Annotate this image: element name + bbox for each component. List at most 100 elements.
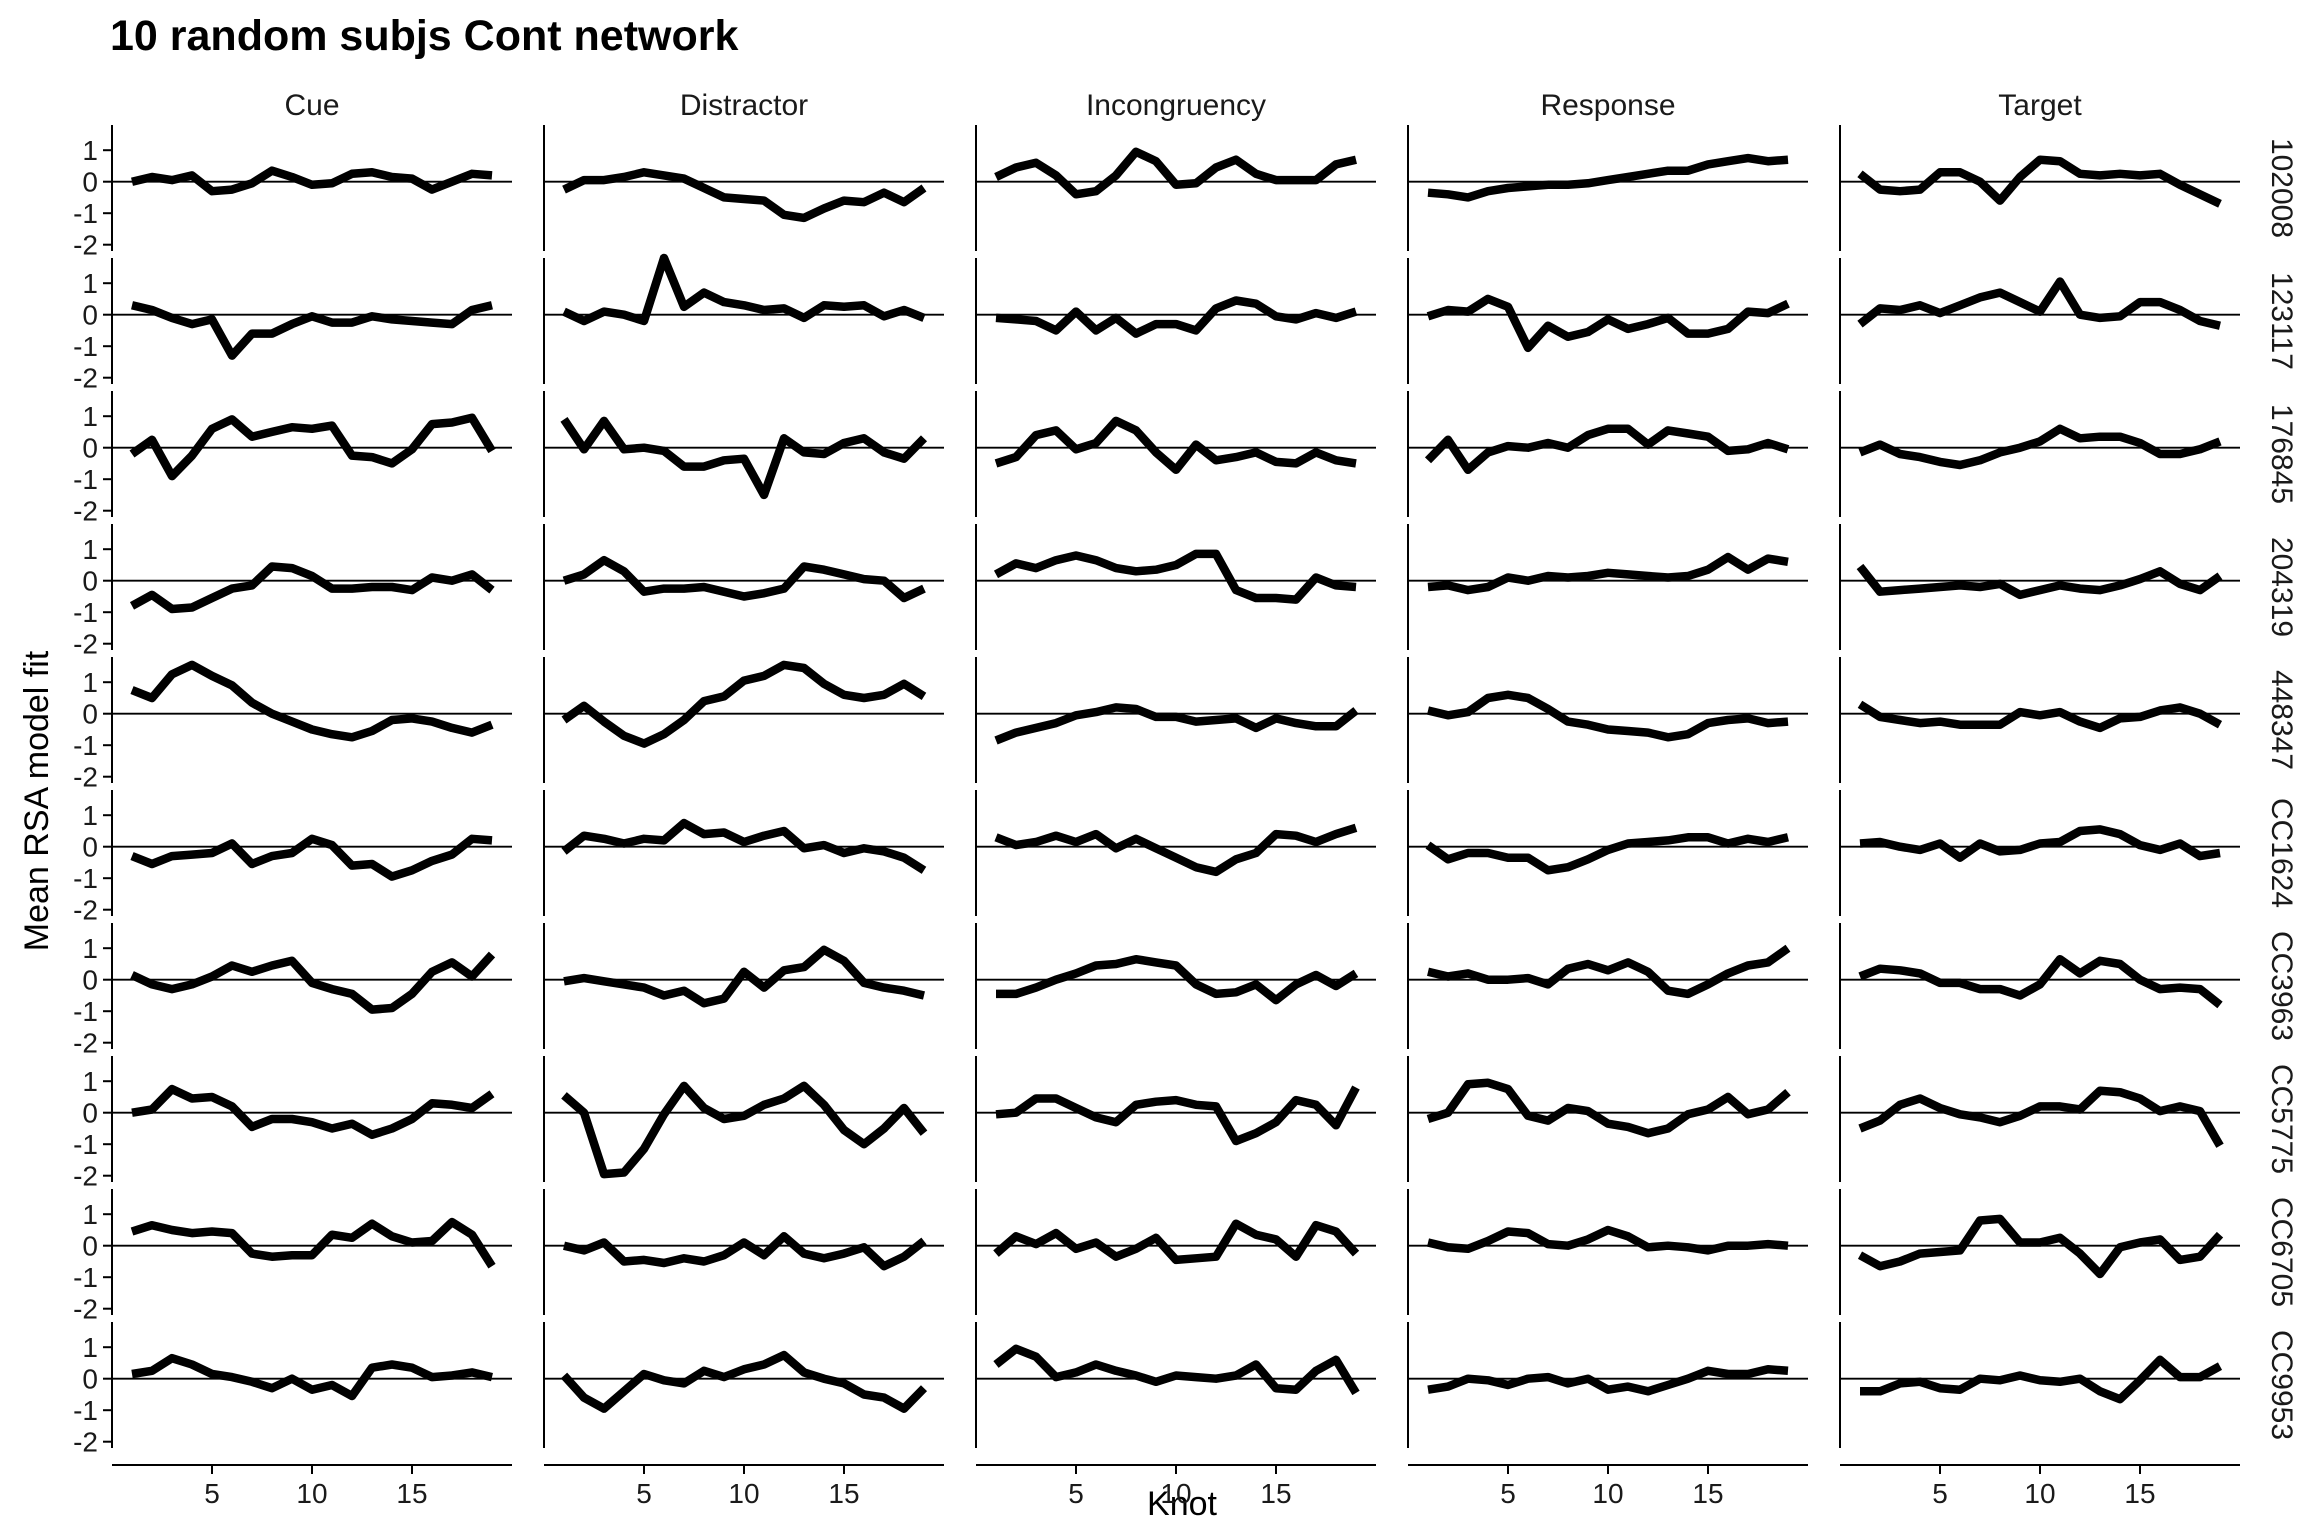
y-tick-label: -2	[73, 1161, 98, 1192]
series-line-176845-incongruency	[994, 416, 1357, 475]
x-tick-label: 5	[204, 1478, 220, 1509]
y-tick-label: 1	[82, 534, 98, 565]
series-line-cc3963-distractor	[563, 945, 925, 1008]
series-line-cc9953-distractor	[560, 1350, 928, 1413]
series-line-102008-cue	[131, 166, 493, 196]
y-tick-label: -2	[73, 895, 98, 926]
y-tick-label: 0	[82, 699, 98, 730]
series-line-cc3963-cue	[130, 951, 496, 1014]
y-tick-label: -1	[73, 331, 98, 362]
strip-label-response: Response	[1540, 89, 1675, 122]
strip-label-cc1624: CC1624	[2265, 798, 2298, 908]
series-line-102008-distractor	[562, 168, 927, 223]
series-line-cc1624-distractor	[561, 818, 927, 874]
series-line-cc5775-incongruency	[995, 1085, 1360, 1146]
y-tick-label: 1	[82, 1199, 98, 1230]
y-tick-label: -1	[73, 464, 98, 495]
chart-title: 10 random subjs Cont network	[110, 12, 738, 60]
strip-label-incongruency: Incongruency	[1086, 89, 1266, 122]
series-line-cc1624-incongruency	[994, 823, 1358, 877]
y-tick-label: 0	[82, 300, 98, 331]
y-tick-label: 1	[82, 268, 98, 299]
strip-label-cc5775: CC5775	[2265, 1064, 2298, 1174]
series-line-cc6705-response	[1427, 1225, 1789, 1255]
series-line-cc3963-target	[1858, 954, 2223, 1009]
series-line-cc5775-response	[1426, 1078, 1791, 1138]
x-tick-label: 15	[2124, 1478, 2155, 1509]
series-line-204319-cue	[129, 562, 495, 614]
series-line-123117-incongruency	[995, 296, 1358, 338]
series-line-cc3963-incongruency	[996, 954, 1359, 1005]
series-line-176845-response	[1424, 424, 1790, 475]
strip-label-176845: 176845	[2265, 404, 2298, 504]
series-line-cc9953-response	[1427, 1365, 1789, 1396]
series-line-cc6705-target	[1857, 1214, 2224, 1279]
series-line-123117-distractor	[562, 253, 926, 326]
y-tick-label: -2	[73, 1028, 98, 1059]
series-line-204319-distractor	[562, 555, 926, 603]
strip-label-cc3963: CC3963	[2265, 931, 2298, 1041]
x-tick-label: 10	[2024, 1478, 2055, 1509]
series-line-cc5775-target	[1858, 1086, 2224, 1148]
x-tick-label: 5	[1500, 1478, 1516, 1509]
y-tick-label: -1	[73, 1129, 98, 1160]
x-tick-label: 15	[396, 1478, 427, 1509]
y-axis-label: Mean RSA model fit	[18, 650, 56, 951]
y-tick-label: 1	[82, 1066, 98, 1097]
series-line-cc6705-distractor	[563, 1232, 927, 1271]
y-tick-label: 1	[82, 800, 98, 831]
series-line-cc5775-distractor	[561, 1081, 928, 1179]
y-tick-label: 1	[82, 1332, 98, 1363]
y-tick-label: -1	[73, 730, 98, 761]
y-tick-label: -2	[73, 230, 98, 261]
y-tick-label: 0	[82, 832, 98, 863]
series-line-448347-response	[1427, 690, 1789, 742]
series-line-176845-target	[1858, 424, 2222, 470]
y-tick-label: 1	[82, 401, 98, 432]
series-line-cc1624-cue	[130, 834, 493, 881]
series-line-cc3963-response	[1427, 944, 1791, 999]
y-tick-label: -2	[73, 496, 98, 527]
y-tick-label: -1	[73, 1262, 98, 1293]
y-tick-label: 0	[82, 1098, 98, 1129]
x-tick-label: 10	[1592, 1478, 1623, 1509]
y-tick-label: -1	[73, 996, 98, 1027]
x-tick-label: 15	[1692, 1478, 1723, 1509]
y-tick-label: -1	[73, 863, 98, 894]
series-line-cc1624-response	[1425, 833, 1789, 875]
x-tick-label: 5	[1068, 1478, 1084, 1509]
y-tick-label: 1	[82, 933, 98, 964]
y-tick-label: 0	[82, 433, 98, 464]
x-tick-label: 15	[828, 1478, 859, 1509]
y-tick-label: -2	[73, 1427, 98, 1458]
series-line-102008-response	[1427, 153, 1789, 202]
series-line-123117-cue	[131, 301, 493, 360]
series-line-448347-cue	[130, 660, 494, 742]
series-line-102008-target	[1857, 155, 2222, 208]
y-tick-label: -1	[73, 597, 98, 628]
x-axis-label: Knot	[1147, 1485, 1217, 1523]
x-tick-label: 10	[728, 1478, 759, 1509]
series-line-448347-incongruency	[994, 703, 1359, 745]
series-line-448347-target	[1857, 700, 2223, 733]
strip-label-448347: 448347	[2265, 670, 2298, 770]
series-line-176845-distractor	[560, 416, 928, 500]
x-tick-label: 5	[636, 1478, 652, 1509]
strip-label-distractor: Distractor	[680, 89, 808, 122]
y-tick-label: 1	[82, 667, 98, 698]
series-line-102008-incongruency	[994, 147, 1357, 199]
x-tick-label: 5	[1932, 1478, 1948, 1509]
strip-label-204319: 204319	[2265, 537, 2298, 637]
x-tick-label: 10	[1160, 1478, 1191, 1509]
strip-label-102008: 102008	[2265, 138, 2298, 238]
x-tick-label: 15	[1260, 1478, 1291, 1509]
series-line-123117-target	[1857, 277, 2221, 330]
y-tick-label: 0	[82, 1231, 98, 1262]
strip-label-123117: 123117	[2265, 272, 2298, 370]
series-line-448347-distractor	[561, 660, 927, 748]
y-tick-label: 0	[82, 566, 98, 597]
series-line-cc6705-incongruency	[993, 1219, 1360, 1265]
series-line-cc5775-cue	[131, 1084, 495, 1140]
series-line-cc9953-cue	[131, 1353, 493, 1401]
